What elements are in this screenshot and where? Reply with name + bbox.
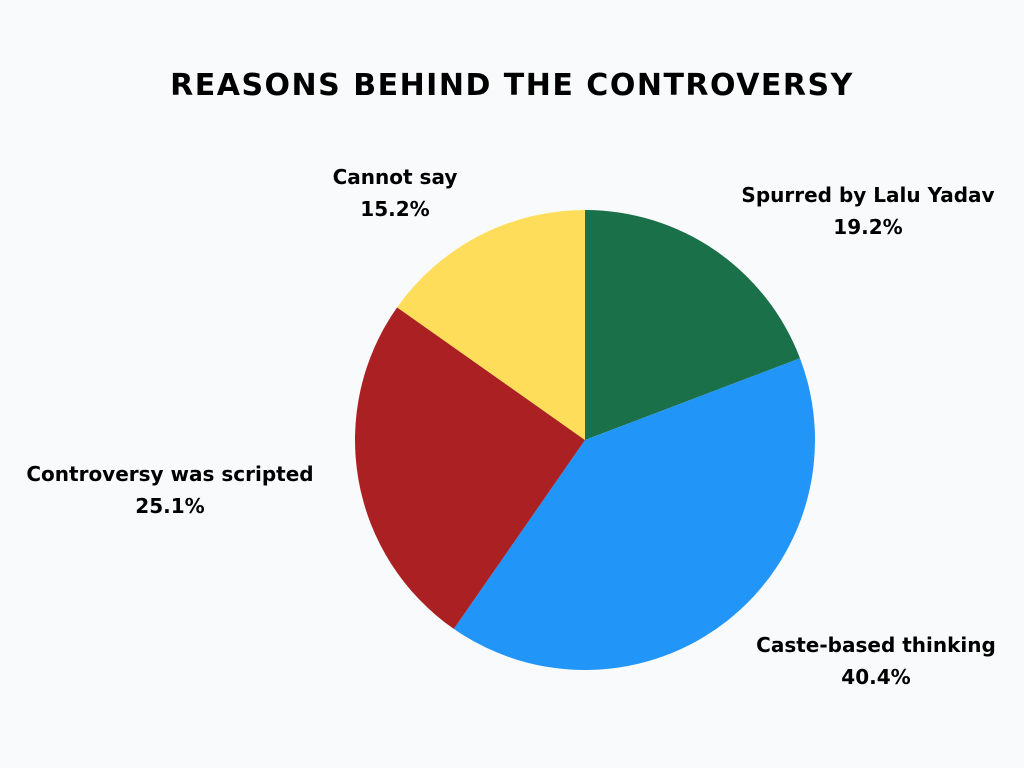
slice-value-label: 19.2% [833,215,902,239]
slice-label: Caste-based thinking [756,633,996,657]
pie-slice-caste-based-thinking [453,358,816,671]
slice-label: Spurred by Lalu Yadav [741,183,994,207]
slice-value-label: 40.4% [841,665,910,689]
pie-slice-controversy-was-scripted [354,307,585,629]
pie-labels: Spurred by Lalu Yadav 19.2% Caste-based th… [26,165,995,689]
slice-value-label: 25.1% [135,494,204,518]
pie-slice-spurred-by-lalu-yadav [585,210,800,440]
pie-slice-cannot-say [397,210,585,440]
slice-label: Cannot say [333,165,458,189]
slice-value-label: 15.2% [360,197,429,221]
slice-label: Controversy was scripted [26,462,313,486]
pie-slices [354,210,816,671]
chart-title: REASONS BEHIND THE CONTROVERSY [170,68,854,103]
